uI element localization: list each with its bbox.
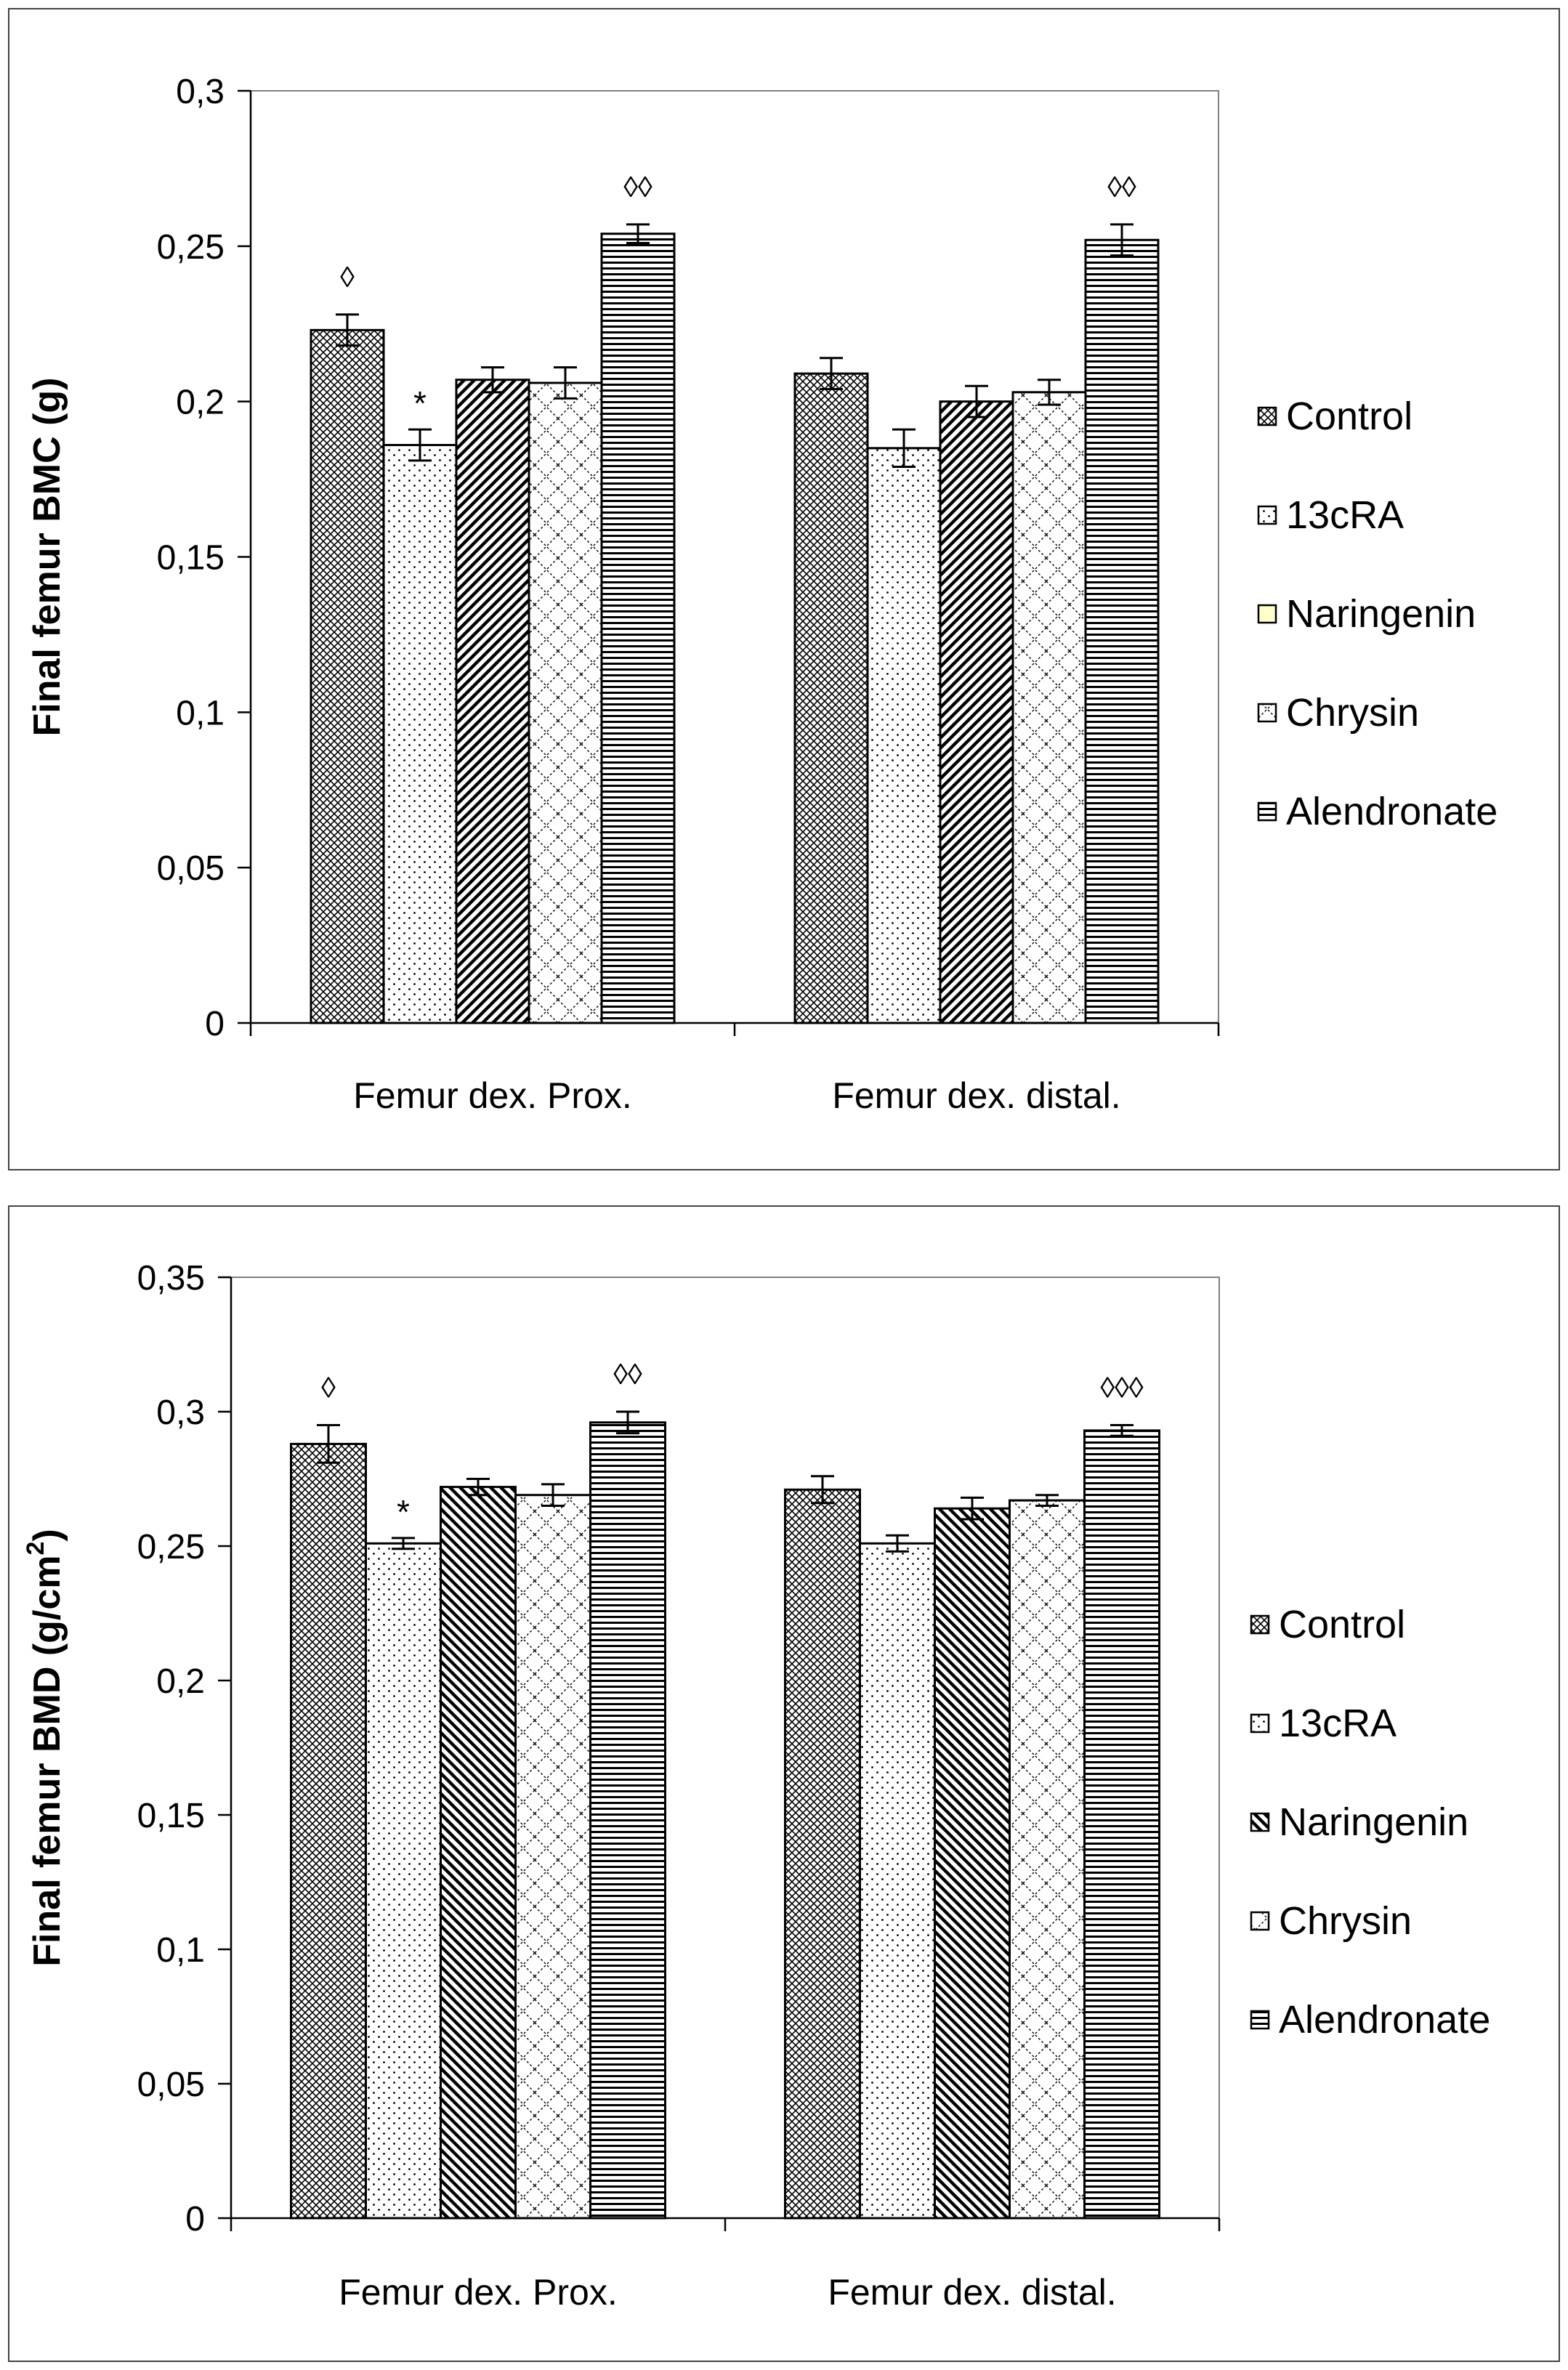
category-label: Femur dex. Prox.	[353, 1075, 631, 1116]
legend-label-control: Control	[1279, 1603, 1405, 1646]
y-tick-label: 0,15	[137, 1797, 205, 1835]
legend-label-control: Control	[1286, 395, 1413, 438]
category-label: Femur dex. Prox.	[339, 2272, 617, 2313]
y-tick-label: 0,1	[156, 1931, 205, 1970]
significance-marker: *	[413, 384, 427, 422]
bar-naringenin	[934, 1507, 1011, 2220]
legend-swatch-naringenin	[1257, 604, 1277, 624]
legend-swatch-chrysin	[1257, 703, 1277, 723]
legend-swatch-chrysin	[1250, 1911, 1270, 1931]
y-tick-label: 0,25	[137, 1528, 205, 1566]
bar-naringenin	[455, 379, 530, 1024]
y-axis-title: Final femur BMC (g)	[26, 378, 68, 737]
y-tick-label: 0,2	[156, 1662, 205, 1701]
category-label: Femur dex. distal.	[828, 2272, 1116, 2313]
legend-label-naringenin: Naringenin	[1279, 1800, 1468, 1844]
bar-naringenin	[440, 1486, 517, 2220]
chart-bmc: 0 0,05 0,1 0,15 0,2 0,25 0,3 Femur dex. Prox. Fe…	[26, 73, 1498, 1116]
y-tick-label: 0,35	[137, 1259, 205, 1298]
bar-13cra	[859, 1542, 936, 2220]
y-tick-label: 0,15	[157, 539, 225, 578]
bar-chrysin	[1011, 391, 1087, 1024]
legend-label-alendronate: Alendronate	[1286, 790, 1498, 833]
legend-label-chrysin: Chrysin	[1286, 691, 1419, 735]
significance-marker: ◊	[340, 262, 355, 294]
legend-swatch-alendronate	[1250, 2010, 1270, 2030]
y-tick-label: 0	[205, 1005, 225, 1043]
bar-chrysin	[528, 381, 603, 1024]
significance-marker: ◊◊◊	[1100, 1372, 1144, 1404]
significance-marker: ◊◊	[1107, 171, 1136, 203]
bar-naringenin	[939, 400, 1014, 1024]
bar-13cra	[365, 1542, 442, 2220]
legend-swatch-control	[1257, 406, 1277, 426]
legend-swatch-13cra	[1250, 1713, 1270, 1734]
legend-label-naringenin: Naringenin	[1286, 592, 1476, 636]
bar-chrysin	[514, 1494, 591, 2220]
y-tick-label: 0,2	[176, 384, 225, 422]
bar-control	[310, 328, 385, 1024]
panel-1-frame	[8, 8, 1560, 1170]
bar-alendronate	[589, 1421, 666, 2220]
y-tick-label: 0,05	[157, 849, 225, 888]
legend-swatch-control	[1250, 1614, 1270, 1635]
legend-label-13cra: 13cRA	[1279, 1702, 1397, 1745]
bar-13cra	[382, 444, 458, 1024]
y-tick-label: 0,3	[176, 73, 225, 111]
bar-chrysin	[1009, 1499, 1086, 2220]
bar-alendronate	[1084, 238, 1160, 1024]
bar-alendronate	[1083, 1429, 1160, 2220]
y-tick-label: 0,1	[176, 694, 225, 732]
legend-swatch-naringenin	[1250, 1812, 1270, 1832]
chart-bmd: 0 0,05 0,1 0,15 0,2 0,25 0,3 0,35 Femur dex. Pro…	[22, 1259, 1490, 2313]
bar-alendronate	[600, 232, 676, 1024]
bar-control	[784, 1488, 861, 2220]
legend-swatch-13cra	[1257, 505, 1277, 525]
significance-marker: ◊◊	[623, 171, 652, 203]
bar-13cra	[866, 447, 942, 1024]
y-axis-title: Final femur BMD (g/cm2)	[22, 1529, 68, 1967]
y-tick-label: 0	[185, 2200, 205, 2238]
bar-control	[290, 1442, 367, 2220]
legend-label-chrysin: Chrysin	[1279, 1899, 1412, 1943]
legend-label-13cra: 13cRA	[1286, 493, 1404, 537]
y-tick-label: 0,3	[156, 1394, 205, 1432]
significance-marker: *	[397, 1493, 410, 1531]
legend-label-alendronate: Alendronate	[1279, 1998, 1490, 2042]
significance-marker: ◊	[321, 1372, 336, 1404]
bar-control	[793, 372, 869, 1024]
legend-swatch-alendronate	[1257, 801, 1277, 822]
category-label: Femur dex. distal.	[832, 1075, 1120, 1116]
y-tick-label: 0,05	[137, 2066, 205, 2104]
y-tick-label: 0,25	[157, 228, 225, 267]
significance-marker: ◊◊	[613, 1359, 642, 1391]
